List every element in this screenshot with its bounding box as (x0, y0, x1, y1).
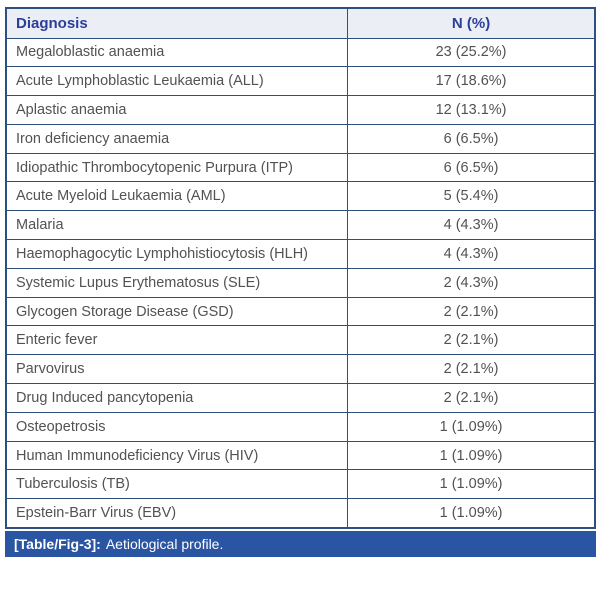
cell-n-pct: 1 (1.09%) (347, 469, 596, 500)
cell-n-pct: 1 (1.09%) (347, 498, 596, 529)
cell-n-pct: 2 (2.1%) (347, 383, 596, 413)
cell-n-pct: 4 (4.3%) (347, 239, 596, 269)
cell-n-pct: 2 (4.3%) (347, 267, 596, 298)
table-row: Enteric fever 2 (2.1%) (5, 325, 596, 356)
cell-diagnosis: Acute Myeloid Leukaemia (AML) (5, 181, 349, 212)
cell-n-pct: 2 (2.1%) (347, 325, 596, 356)
cell-diagnosis: Drug Induced pancytopenia (5, 383, 349, 413)
cell-diagnosis: Human Immunodeficiency Virus (HIV) (5, 440, 349, 471)
cell-diagnosis: Parvovirus (5, 354, 349, 385)
table-row: Iron deficiency anaemia 6 (6.5%) (5, 123, 596, 154)
table-row: Aplastic anaemia 12 (13.1%) (5, 95, 596, 125)
table-row: Haemophagocytic Lymphohistiocytosis (HLH… (5, 239, 596, 269)
cell-n-pct: 4 (4.3%) (347, 210, 596, 241)
cell-n-pct: 23 (25.2%) (347, 37, 596, 68)
table-row: Acute Myeloid Leukaemia (AML) 5 (5.4%) (5, 181, 596, 212)
cell-n-pct: 2 (2.1%) (347, 296, 596, 327)
aetiology-table: Diagnosis N (%) Megaloblastic anaemia 23… (5, 7, 596, 529)
cell-diagnosis: Megaloblastic anaemia (5, 37, 349, 68)
cell-diagnosis: Haemophagocytic Lymphohistiocytosis (HLH… (5, 239, 349, 269)
table-row: Drug Induced pancytopenia 2 (2.1%) (5, 383, 596, 413)
cell-diagnosis: Epstein-Barr Virus (EBV) (5, 498, 349, 529)
cell-diagnosis: Aplastic anaemia (5, 95, 349, 125)
caption-label: [Table/Fig-3]: (14, 535, 101, 552)
table-row: Megaloblastic anaemia 23 (25.2%) (5, 37, 596, 68)
cell-diagnosis: Tuberculosis (TB) (5, 469, 349, 500)
table-row: Epstein-Barr Virus (EBV) 1 (1.09%) (5, 498, 596, 529)
cell-diagnosis: Acute Lymphoblastic Leukaemia (ALL) (5, 66, 349, 97)
table-row: Malaria 4 (4.3%) (5, 210, 596, 241)
table-row: Systemic Lupus Erythematosus (SLE) 2 (4.… (5, 267, 596, 298)
column-header-n-pct: N (%) (347, 7, 596, 39)
table-body: Megaloblastic anaemia 23 (25.2%) Acute L… (5, 37, 596, 529)
cell-n-pct: 12 (13.1%) (347, 95, 596, 125)
table-row: Tuberculosis (TB) 1 (1.09%) (5, 469, 596, 500)
cell-diagnosis: Systemic Lupus Erythematosus (SLE) (5, 267, 349, 298)
cell-diagnosis: Malaria (5, 210, 349, 241)
cell-diagnosis: Glycogen Storage Disease (GSD) (5, 296, 349, 327)
aetiology-table-figure: Diagnosis N (%) Megaloblastic anaemia 23… (5, 7, 596, 557)
cell-diagnosis: Idiopathic Thrombocytopenic Purpura (ITP… (5, 152, 349, 183)
table-row: Acute Lymphoblastic Leukaemia (ALL) 17 (… (5, 66, 596, 97)
caption-text: Aetiological profile. (105, 535, 224, 552)
caption-bar: [Table/Fig-3]: Aetiological profile. (5, 530, 596, 557)
cell-n-pct: 6 (6.5%) (347, 152, 596, 183)
column-header-diagnosis: Diagnosis (5, 7, 349, 39)
cell-n-pct: 17 (18.6%) (347, 66, 596, 97)
table-row: Osteopetrosis 1 (1.09%) (5, 411, 596, 442)
cell-diagnosis: Osteopetrosis (5, 411, 349, 442)
table-header-row: Diagnosis N (%) (5, 7, 596, 39)
cell-diagnosis: Iron deficiency anaemia (5, 123, 349, 154)
cell-n-pct: 1 (1.09%) (347, 440, 596, 471)
cell-diagnosis: Enteric fever (5, 325, 349, 356)
cell-n-pct: 2 (2.1%) (347, 354, 596, 385)
cell-n-pct: 6 (6.5%) (347, 123, 596, 154)
cell-n-pct: 5 (5.4%) (347, 181, 596, 212)
cell-n-pct: 1 (1.09%) (347, 411, 596, 442)
table-row: Parvovirus 2 (2.1%) (5, 354, 596, 385)
table-row: Glycogen Storage Disease (GSD) 2 (2.1%) (5, 296, 596, 327)
table-row: Idiopathic Thrombocytopenic Purpura (ITP… (5, 152, 596, 183)
table-row: Human Immunodeficiency Virus (HIV) 1 (1.… (5, 440, 596, 471)
